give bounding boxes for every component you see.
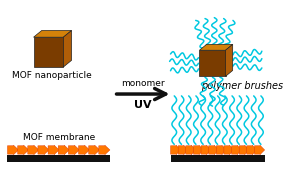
Polygon shape — [38, 145, 49, 155]
Polygon shape — [209, 145, 219, 155]
Polygon shape — [193, 145, 204, 155]
Polygon shape — [78, 145, 90, 155]
Bar — [7, 155, 110, 162]
Polygon shape — [226, 44, 233, 76]
Polygon shape — [247, 145, 257, 155]
Polygon shape — [199, 44, 233, 50]
Text: MOF membrane: MOF membrane — [23, 132, 95, 142]
Polygon shape — [254, 145, 265, 155]
Polygon shape — [239, 145, 249, 155]
Polygon shape — [186, 145, 196, 155]
Polygon shape — [28, 145, 39, 155]
Text: polymer brushes: polymer brushes — [201, 81, 283, 91]
Polygon shape — [99, 145, 110, 155]
Polygon shape — [232, 145, 242, 155]
Polygon shape — [199, 50, 226, 76]
Polygon shape — [216, 145, 226, 155]
Text: monomer: monomer — [121, 79, 165, 88]
Polygon shape — [201, 145, 211, 155]
Polygon shape — [178, 145, 188, 155]
Polygon shape — [18, 145, 29, 155]
Text: UV: UV — [134, 100, 152, 110]
Polygon shape — [89, 145, 100, 155]
Polygon shape — [224, 145, 234, 155]
Polygon shape — [34, 30, 71, 37]
Bar — [170, 155, 265, 162]
Polygon shape — [48, 145, 59, 155]
Text: MOF nanoparticle: MOF nanoparticle — [12, 71, 92, 80]
Polygon shape — [34, 37, 63, 67]
Polygon shape — [63, 30, 71, 67]
Polygon shape — [58, 145, 69, 155]
Polygon shape — [68, 145, 79, 155]
Polygon shape — [170, 145, 181, 155]
Polygon shape — [7, 145, 19, 155]
